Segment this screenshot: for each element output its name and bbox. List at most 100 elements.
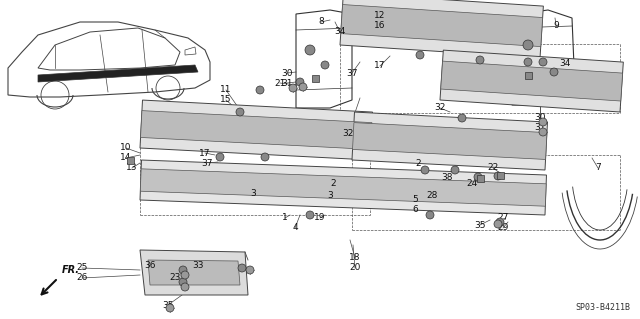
Circle shape: [416, 51, 424, 59]
Text: 21: 21: [275, 78, 285, 87]
Circle shape: [458, 114, 466, 122]
Polygon shape: [141, 111, 372, 150]
Text: 6: 6: [412, 205, 418, 214]
Circle shape: [305, 45, 315, 55]
Polygon shape: [140, 160, 547, 215]
Text: 35: 35: [163, 300, 173, 309]
Text: SP03-B4211B: SP03-B4211B: [575, 303, 630, 312]
Text: 4: 4: [292, 224, 298, 233]
Circle shape: [539, 128, 547, 136]
Text: 34: 34: [334, 27, 346, 36]
Text: 31: 31: [534, 123, 546, 132]
Circle shape: [299, 83, 307, 91]
Text: 3: 3: [250, 189, 256, 197]
Text: 30: 30: [534, 114, 546, 122]
Circle shape: [474, 173, 482, 181]
Text: 22: 22: [488, 164, 499, 173]
Text: 32: 32: [342, 129, 354, 137]
Circle shape: [539, 118, 547, 126]
Text: 37: 37: [346, 69, 358, 78]
Polygon shape: [140, 100, 372, 160]
Text: 27: 27: [497, 213, 509, 222]
Circle shape: [524, 58, 532, 66]
Polygon shape: [140, 169, 546, 206]
Circle shape: [179, 278, 187, 286]
Circle shape: [181, 271, 189, 279]
Bar: [477, 174, 483, 182]
Bar: [127, 157, 134, 164]
Circle shape: [179, 266, 187, 274]
Text: 20: 20: [349, 263, 361, 272]
Circle shape: [236, 108, 244, 116]
Polygon shape: [148, 260, 240, 285]
Text: 36: 36: [144, 261, 156, 270]
Text: 35: 35: [474, 220, 486, 229]
Circle shape: [306, 211, 314, 219]
Text: 13: 13: [126, 164, 138, 173]
Polygon shape: [441, 61, 623, 101]
Bar: [525, 71, 531, 78]
Circle shape: [523, 40, 533, 50]
Text: 15: 15: [220, 95, 232, 105]
Polygon shape: [440, 50, 623, 112]
Polygon shape: [352, 112, 547, 170]
Text: 2: 2: [415, 159, 421, 167]
Circle shape: [246, 266, 254, 274]
Polygon shape: [340, 0, 543, 58]
Circle shape: [296, 78, 304, 86]
Text: 31: 31: [281, 78, 292, 87]
Polygon shape: [38, 65, 198, 82]
Text: 11: 11: [220, 85, 232, 94]
Text: 28: 28: [426, 190, 438, 199]
Circle shape: [550, 68, 558, 76]
Circle shape: [494, 172, 502, 180]
Circle shape: [216, 153, 224, 161]
Text: 8: 8: [318, 18, 324, 26]
Text: 38: 38: [441, 174, 452, 182]
Text: 14: 14: [120, 153, 132, 162]
Circle shape: [451, 166, 459, 174]
Circle shape: [426, 211, 434, 219]
Circle shape: [421, 166, 429, 174]
Text: 17: 17: [199, 149, 211, 158]
Text: 12: 12: [374, 11, 386, 19]
Text: 26: 26: [76, 273, 88, 283]
Circle shape: [476, 56, 484, 64]
Bar: [312, 75, 319, 81]
Text: 24: 24: [467, 179, 477, 188]
Text: 25: 25: [76, 263, 88, 272]
Text: 1: 1: [282, 213, 288, 222]
Circle shape: [496, 218, 504, 226]
Text: 2: 2: [330, 179, 336, 188]
Circle shape: [181, 283, 189, 291]
Circle shape: [494, 220, 502, 228]
Polygon shape: [353, 122, 547, 160]
Circle shape: [166, 304, 174, 312]
Text: 7: 7: [595, 164, 601, 173]
Text: 32: 32: [435, 103, 445, 113]
Circle shape: [539, 58, 547, 66]
Text: 3: 3: [327, 191, 333, 201]
Text: 18: 18: [349, 254, 361, 263]
Circle shape: [261, 153, 269, 161]
Text: 37: 37: [201, 159, 212, 167]
Text: 16: 16: [374, 20, 386, 29]
Circle shape: [238, 264, 246, 272]
Circle shape: [321, 61, 329, 69]
Bar: [497, 172, 504, 179]
Text: FR.: FR.: [62, 265, 80, 275]
Text: 30: 30: [281, 69, 292, 78]
Circle shape: [289, 84, 297, 92]
Polygon shape: [140, 250, 248, 295]
Circle shape: [256, 86, 264, 94]
Text: 23: 23: [170, 273, 180, 283]
Text: 33: 33: [192, 261, 204, 270]
Text: 9: 9: [553, 20, 559, 29]
Text: 5: 5: [412, 196, 418, 204]
Text: 34: 34: [559, 58, 571, 68]
Text: 17: 17: [374, 62, 386, 70]
Text: 10: 10: [120, 144, 132, 152]
Polygon shape: [340, 4, 543, 47]
Text: 19: 19: [314, 213, 326, 222]
Text: 29: 29: [497, 224, 509, 233]
